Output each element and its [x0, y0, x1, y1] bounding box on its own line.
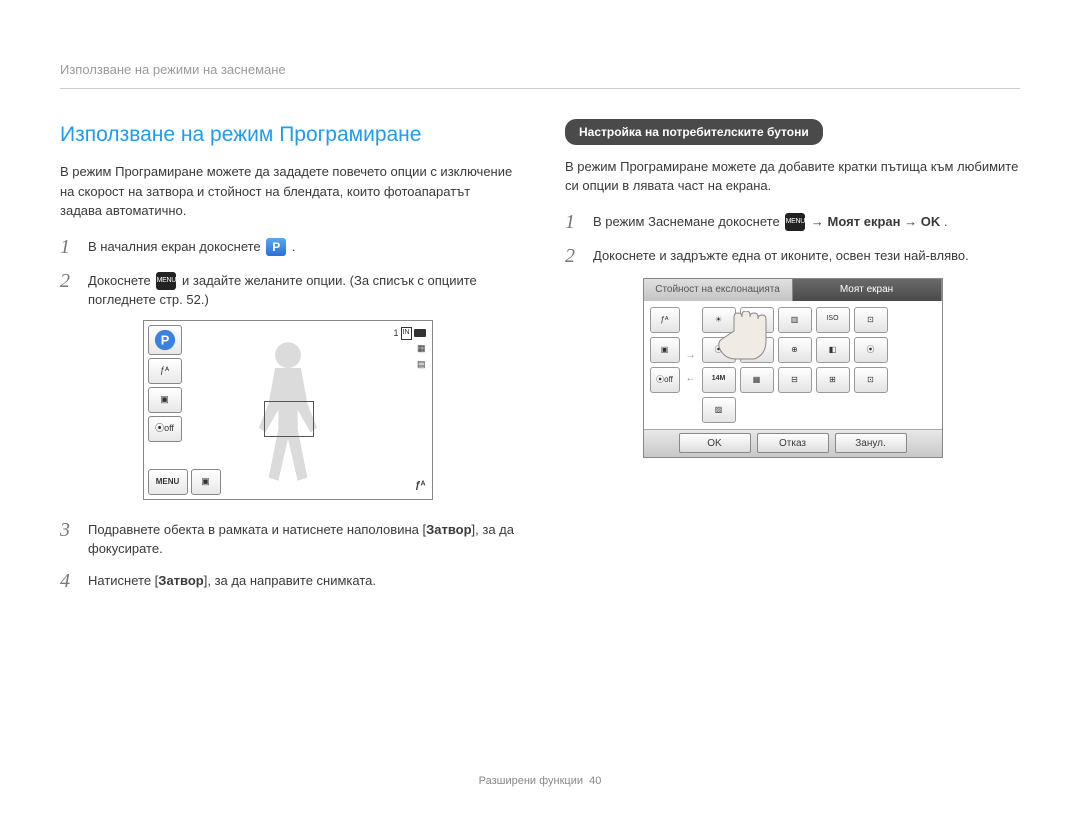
right-step-2: 2 Докоснете и задръжте една от иконите, … [565, 244, 1020, 268]
page-number: 40 [589, 775, 601, 787]
screen-focus-icon: ▣ [148, 387, 182, 413]
right-column: Настройка на потребителските бутони В ре… [565, 119, 1020, 603]
rstep1-before: В режим Заснемане докоснете [593, 214, 783, 229]
grid-icon: ⊞ [816, 367, 850, 393]
screen-p-icon: P [148, 325, 182, 355]
tab-exposure: Стойност на екслонацията [644, 279, 793, 301]
grid-icon: ▨ [702, 397, 736, 423]
tab-my-screen: Моят екран [793, 279, 942, 301]
right-step-1: 1 В режим Заснемане докоснете MENU → Моя… [565, 210, 1020, 234]
step3-a: Подравнете обекта в рамката и натиснете … [88, 522, 426, 537]
step-number: 1 [60, 235, 78, 259]
step4-a: Натиснете [ [88, 573, 158, 588]
grid-icon: ⦿off [650, 367, 680, 393]
shutter-label: Затвор [426, 522, 471, 537]
subsection-pill: Настройка на потребителските бутони [565, 119, 823, 145]
breadcrumb: Използване на режими на заснемане [60, 60, 1020, 89]
grid-icon: AWB [740, 307, 774, 333]
focus-frame [264, 401, 314, 437]
step-number: 3 [60, 518, 78, 542]
screen-flash-icon: ƒᴬ [148, 358, 182, 384]
swap-arrows: →← [686, 307, 696, 427]
step-4: 4 Натиснете [Затвор], за да направите сн… [60, 569, 515, 593]
grid-icon: ⊡ [854, 307, 888, 333]
program-mode-icon: P [266, 238, 286, 256]
grid-icon: ▣ [650, 337, 680, 363]
grid-icon: ISO [816, 307, 850, 333]
reset-button: Занул. [835, 433, 907, 453]
step1-before: В началния екран докоснете [88, 239, 264, 254]
grid-icon: ⊕ [778, 337, 812, 363]
step-2: 2 Докоснете MENU и задайте желаните опци… [60, 269, 515, 310]
screen-display-button: ▣ [191, 469, 221, 495]
flash-indicator: ƒᴬ [415, 478, 425, 493]
step1-after: . [292, 239, 296, 254]
left-column: Използване на режим Програмиране В режим… [60, 119, 515, 603]
ok-button: OK [679, 433, 751, 453]
options-grid: ☀ AWB ▥ ISO ⊡ ⦿ ▣ ⊕ ◧ ⦿ 14M ▦ ⊟ ⊞ [702, 307, 936, 427]
rstep2-text: Докоснете и задръжте една от иконите, ос… [593, 244, 1020, 266]
step4-b: ], за да направите снимката. [204, 573, 376, 588]
svg-text:P: P [160, 332, 169, 347]
footer-label: Разширени функции [479, 775, 583, 787]
screen-timer-icon: ⦿off [148, 416, 182, 442]
grid-icon: ⦿ [854, 337, 888, 363]
camera-screen-preview: P ƒᴬ ▣ ⦿off MENU ▣ 1 IN ▦ [143, 320, 433, 500]
grid-icon: ⊟ [778, 367, 812, 393]
intro-text: В режим Програмиране можете да зададете … [60, 162, 515, 221]
cancel-button: Отказ [757, 433, 829, 453]
grid-icon: ⦿ [702, 337, 736, 363]
screen-menu-button: MENU [148, 469, 188, 495]
grid-icon: ⊡ [854, 367, 888, 393]
step-3: 3 Подравнете обекта в рамката и натиснет… [60, 518, 515, 559]
intro-text: В режим Програмиране можете да добавите … [565, 157, 1020, 196]
left-shortcut-panel: ƒᴬ ▣ ⦿off [650, 307, 680, 427]
page-footer: Разширени функции 40 [0, 773, 1080, 790]
grid-icon: ◧ [816, 337, 850, 363]
step2-before: Докоснете [88, 273, 154, 288]
my-screen-label: Моят екран [828, 214, 901, 229]
step-number: 2 [565, 244, 583, 268]
grid-icon: ƒᴬ [650, 307, 680, 333]
step-number: 2 [60, 269, 78, 293]
grid-icon: ▣ [740, 337, 774, 363]
grid-icon: ▦ [740, 367, 774, 393]
section-title: Използване на режим Програмиране [60, 119, 515, 151]
step-number: 4 [60, 569, 78, 593]
status-indicators: 1 IN ▦ ▤ [393, 327, 425, 372]
grid-icon: ▥ [778, 307, 812, 333]
arrow-icon: → [904, 214, 921, 229]
menu-icon: MENU [785, 213, 805, 231]
step-1: 1 В началния екран докоснете P . [60, 235, 515, 259]
grid-icon: 14M [702, 367, 736, 393]
ok-label: OK [921, 214, 941, 229]
rstep1-end: . [944, 214, 948, 229]
step-number: 1 [565, 210, 583, 234]
grid-icon: ☀ [702, 307, 736, 333]
menu-icon: MENU [156, 272, 176, 290]
shutter-label: Затвор [158, 573, 203, 588]
my-screen-preview: Стойност на екслонацията Моят екран ƒᴬ ▣… [643, 278, 943, 458]
arrow-icon: → [811, 214, 828, 229]
